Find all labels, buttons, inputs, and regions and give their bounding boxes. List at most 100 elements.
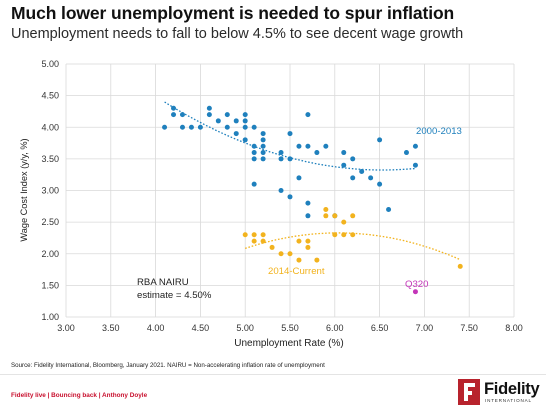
y-tick-label: 5.00 <box>41 59 59 69</box>
data-point <box>251 232 257 238</box>
data-point <box>323 213 329 219</box>
data-point <box>242 112 248 118</box>
data-point <box>305 244 311 250</box>
data-point <box>197 124 203 130</box>
x-tick-label: 3.50 <box>102 323 120 333</box>
y-tick-label: 4.00 <box>41 122 59 132</box>
y-tick-label: 3.50 <box>41 154 59 164</box>
y-tick-label: 1.50 <box>41 280 59 290</box>
data-point <box>305 200 311 206</box>
fidelity-logo-mark-icon <box>458 379 480 405</box>
data-point <box>260 238 266 244</box>
data-point <box>278 150 284 156</box>
data-point <box>323 143 329 149</box>
data-point <box>403 150 409 156</box>
data-point <box>251 181 257 187</box>
data-point <box>350 213 356 219</box>
data-point <box>224 112 230 118</box>
data-point <box>341 162 347 168</box>
y-axis-label: Wage Cost Index (y/y, %) <box>19 138 29 241</box>
data-point <box>251 143 257 149</box>
data-point <box>296 143 302 149</box>
series-label-2014-current: 2014-Current <box>268 266 325 277</box>
data-point <box>296 238 302 244</box>
data-point <box>296 175 302 181</box>
x-axis-ticks: 3.00 3.50 4.00 4.50 5.00 5.50 6.00 6.50 7.00 7.50… <box>57 323 523 333</box>
fidelity-logo-text: Fidelity <box>484 380 540 398</box>
x-tick-label: 5.00 <box>236 323 254 333</box>
data-point <box>341 219 347 225</box>
x-tick-label: 4.50 <box>192 323 210 333</box>
x-tick-label: 6.50 <box>371 323 389 333</box>
data-point <box>242 137 248 143</box>
y-tick-label: 4.50 <box>41 91 59 101</box>
data-point <box>296 257 302 263</box>
data-point <box>206 112 212 118</box>
data-point <box>287 131 293 137</box>
fidelity-logo-subtext: INTERNATIONAL <box>485 398 532 403</box>
data-point <box>251 124 257 130</box>
y-axis-ticks: 1.00 1.50 2.00 2.50 3.00 3.50 4.00 4.50 5.00 <box>41 59 59 322</box>
data-point <box>314 257 320 263</box>
data-point <box>323 206 329 212</box>
x-tick-label: 7.00 <box>416 323 434 333</box>
data-point <box>242 124 248 130</box>
data-point <box>224 124 230 130</box>
data-point <box>368 175 374 181</box>
data-point <box>412 143 418 149</box>
data-point <box>287 194 293 200</box>
data-point <box>278 156 284 162</box>
data-point <box>171 105 177 111</box>
data-point <box>287 251 293 257</box>
data-point <box>305 213 311 219</box>
series-label-q320: Q320 <box>405 279 428 290</box>
data-point <box>350 156 356 162</box>
x-tick-label: 4.00 <box>147 323 165 333</box>
data-point <box>251 156 257 162</box>
data-point <box>350 175 356 181</box>
data-point <box>278 188 284 193</box>
data-point <box>305 238 311 244</box>
data-point <box>332 213 338 219</box>
source-note: Source: Fidelity International, Bloomber… <box>11 362 325 369</box>
data-point <box>305 143 311 149</box>
x-tick-label: 5.50 <box>281 323 299 333</box>
y-tick-label: 2.00 <box>41 249 59 259</box>
data-point <box>305 112 311 118</box>
data-point <box>233 131 239 137</box>
data-point <box>260 137 266 143</box>
data-point <box>162 124 168 130</box>
data-point <box>215 118 221 124</box>
trend-line-2000-2013 <box>164 101 416 171</box>
data-point <box>314 150 320 156</box>
data-point <box>269 244 275 250</box>
data-point <box>457 263 463 269</box>
data-point <box>341 232 347 238</box>
data-point <box>171 112 177 118</box>
data-point <box>251 238 257 244</box>
nairu-annotation-line2: estimate = 4.50% <box>137 290 212 301</box>
data-point <box>260 232 266 238</box>
scatter-chart: 3.00 3.50 4.00 4.50 5.00 5.50 6.00 6.50 7.00 7.50… <box>19 59 523 349</box>
x-tick-label: 6.00 <box>326 323 344 333</box>
data-point <box>332 232 338 238</box>
data-point <box>287 156 293 162</box>
data-point <box>260 131 266 137</box>
fidelity-logo: Fidelity INTERNATIONAL <box>458 378 540 408</box>
y-tick-label: 1.00 <box>41 312 59 322</box>
nairu-annotation-line1: RBA NAIRU <box>137 277 189 288</box>
data-point <box>206 105 212 111</box>
data-point <box>350 232 356 238</box>
data-point <box>412 289 418 295</box>
data-point <box>233 118 239 124</box>
data-point <box>260 150 266 156</box>
chart-subtitle: Unemployment needs to fall to below 4.5%… <box>11 26 464 42</box>
data-point <box>179 112 185 118</box>
x-tick-label: 3.00 <box>57 323 75 333</box>
data-point <box>251 150 257 156</box>
x-axis-label: Unemployment Rate (%) <box>234 338 343 349</box>
data-point <box>359 169 365 175</box>
x-tick-label: 8.00 <box>505 323 523 333</box>
data-point <box>188 124 194 130</box>
series-label-2000-2013: 2000-2013 <box>416 126 462 137</box>
